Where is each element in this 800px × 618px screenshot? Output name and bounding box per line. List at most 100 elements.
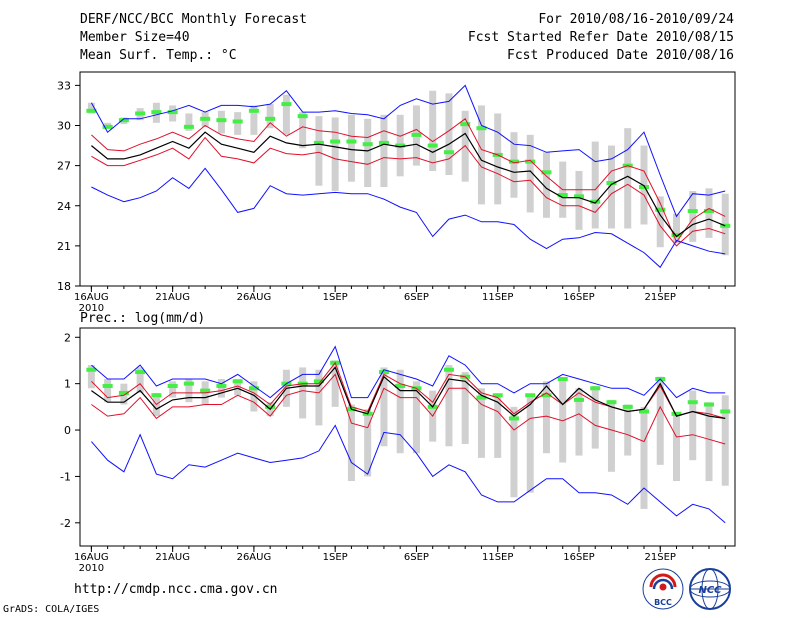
spread-box: [380, 114, 388, 188]
median-marker: [102, 383, 113, 388]
median-marker: [638, 409, 649, 414]
x-tick-label: 6SEP: [404, 292, 429, 303]
chart-title: DERF/NCC/BCC Monthly Forecast: [80, 12, 307, 27]
spread-box: [705, 402, 713, 482]
spread-box: [526, 134, 534, 213]
spread-box: [136, 367, 144, 393]
spread-box: [591, 385, 599, 449]
x-tick-label: 1SEP: [323, 292, 348, 303]
x-tick-label: 16AUG: [74, 552, 109, 563]
median-marker: [216, 383, 227, 388]
spread-box: [542, 152, 550, 218]
median-marker: [492, 393, 503, 398]
series-upper-line: [91, 118, 726, 243]
plot-frame: [79, 327, 736, 547]
series-max-line: [91, 345, 726, 399]
median-marker: [443, 150, 454, 155]
grads-credit: GrADS: COLA/IGES: [3, 604, 100, 615]
spread-box: [575, 170, 583, 230]
median-marker: [606, 400, 617, 405]
y-tick-label: -1: [60, 470, 71, 483]
spread-box: [689, 390, 697, 461]
spread-box: [510, 406, 518, 498]
median-marker: [476, 395, 487, 400]
spread-box: [445, 365, 453, 447]
spread-box: [217, 379, 225, 398]
median-marker: [573, 397, 584, 402]
plot-frame: [79, 71, 736, 287]
spread-box: [412, 381, 420, 454]
spread-box: [477, 105, 485, 205]
spread-box: [217, 110, 225, 134]
y-tick-label: 24: [57, 200, 71, 213]
spread-box: [526, 395, 534, 493]
y-tick-label: 33: [57, 79, 71, 92]
x-tick-label: 6SEP: [404, 552, 429, 563]
median-marker: [151, 393, 162, 398]
spread-box: [624, 128, 632, 229]
y-tick-label: 27: [57, 160, 71, 173]
source-url[interactable]: http://cmdp.ncc.cma.gov.cn: [74, 582, 278, 597]
spread-box: [364, 409, 372, 477]
series-min-line: [91, 167, 726, 269]
median-marker: [638, 185, 649, 190]
median-marker: [557, 193, 568, 198]
median-marker: [86, 367, 97, 372]
median-marker: [671, 233, 682, 238]
spread-box: [705, 188, 713, 238]
median-marker: [346, 139, 357, 144]
spread-box: [87, 102, 95, 114]
median-marker: [265, 404, 276, 409]
fcst-produced-date: Fcst Produced Date 2010/08/16: [507, 48, 734, 63]
y-tick-label: 2: [64, 331, 71, 344]
bcc-logo-text: BCC: [654, 598, 672, 607]
median-marker: [622, 404, 633, 409]
spread-box: [542, 381, 550, 454]
median-marker: [297, 114, 308, 119]
forecast-period: For 2010/08/16-2010/09/24: [538, 12, 734, 27]
x-tick-label: 21AUG: [155, 292, 190, 303]
spread-box: [282, 94, 290, 135]
median-marker: [655, 207, 666, 212]
y-tick-label: 30: [57, 120, 71, 133]
spread-box: [721, 395, 729, 486]
x-year-label: 2010: [79, 563, 104, 574]
series-min-line: [91, 424, 726, 524]
median-marker: [541, 393, 552, 398]
median-marker: [703, 402, 714, 407]
median-marker: [541, 170, 552, 175]
median-marker: [557, 377, 568, 382]
median-marker: [281, 102, 292, 107]
spread-box: [299, 367, 307, 419]
x-tick-label: 21AUG: [155, 552, 190, 563]
median-marker: [313, 379, 324, 384]
spread-box: [575, 388, 583, 456]
median-marker: [200, 116, 211, 121]
series-mean-line: [91, 366, 726, 419]
member-size: Member Size=40: [80, 30, 190, 45]
spread-box: [185, 113, 193, 131]
temperature-panel: 18 21 24 27 30 33 16AUG 21AUG 26AUG 1SEP 6SEP 11SEP…: [57, 71, 736, 314]
x-tick-label: 16AUG: [74, 292, 109, 303]
spread-box: [591, 141, 599, 229]
ncc-logo: NCC: [689, 568, 731, 610]
median-marker: [443, 367, 454, 372]
median-marker: [265, 116, 276, 121]
y-tick-label: 18: [57, 280, 71, 293]
median-marker: [86, 108, 97, 113]
spread-box: [250, 381, 258, 412]
median-marker: [508, 416, 519, 421]
median-marker: [151, 110, 162, 115]
median-marker: [590, 199, 601, 204]
x-tick-label: 11SEP: [482, 552, 513, 563]
median-marker: [362, 142, 373, 147]
spread-box: [477, 388, 485, 458]
series-max-line: [90, 84, 726, 218]
median-marker: [167, 110, 178, 115]
spread-box: [380, 367, 388, 447]
spread-box: [510, 132, 518, 198]
variable-label: Mean Surf. Temp.: °C: [80, 48, 237, 63]
x-tick-label: 21SEP: [645, 552, 676, 563]
spread-box: [461, 372, 469, 444]
